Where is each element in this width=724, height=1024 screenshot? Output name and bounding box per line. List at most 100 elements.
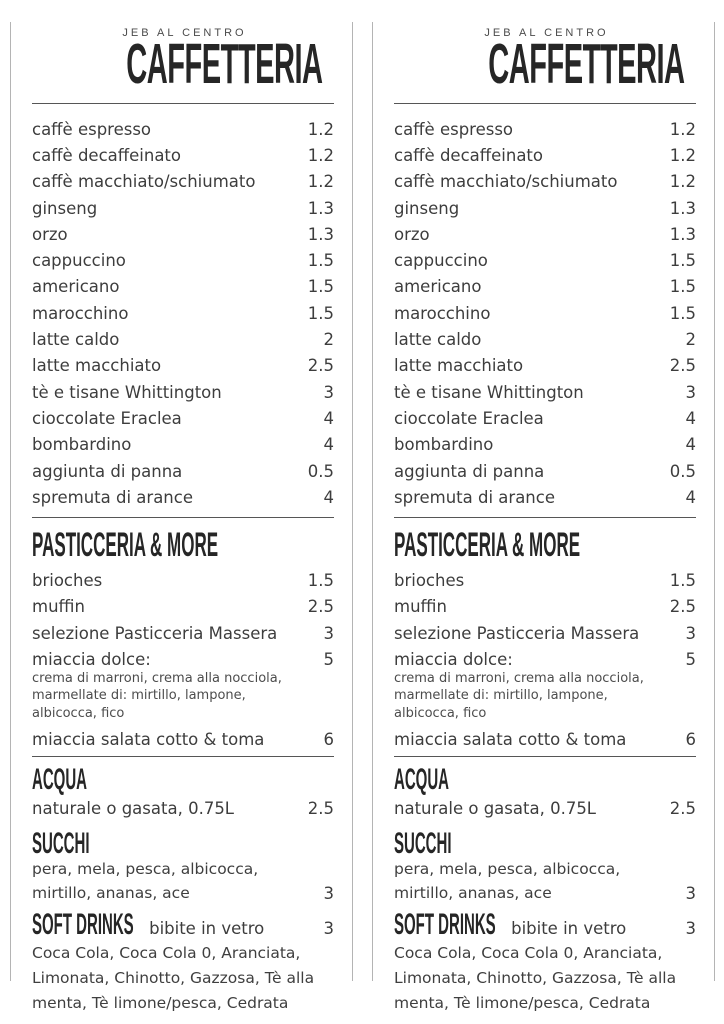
item-name: spremuta di arance <box>32 487 193 507</box>
pasticceria-section: PASTICCERIA & MORE brioches 1.5 muffin 2.5 s… <box>394 526 697 752</box>
menu-title-text: CAFFETTERIA <box>488 32 685 96</box>
menu-title: CAFFETTERIA <box>32 32 334 96</box>
menu-column-left: JEB AL CENTRO CAFFETTERIA caffè espresso… <box>10 22 353 1012</box>
menu-item-row: caffè espresso 1.2 <box>32 116 334 142</box>
item-name: miaccia dolce: <box>394 649 513 669</box>
item-price: 1.2 <box>669 172 696 192</box>
pasticceria-heading-text: PASTICCERIA & MORE <box>32 526 219 565</box>
soft-drinks-heading: SOFT DRINKS <box>32 908 144 942</box>
item-name: caffè espresso <box>394 119 514 139</box>
item-price: 1.2 <box>669 119 696 139</box>
menu-item-row: cappuccino 1.5 <box>32 247 334 273</box>
succhi-heading: SUCCHI <box>32 827 334 861</box>
item-price: 1.5 <box>307 303 334 323</box>
menu-item-row: cappuccino 1.5 <box>394 247 696 273</box>
menu-item-row: ginseng 1.3 <box>394 195 696 221</box>
item-price: 3 <box>685 623 697 643</box>
menu-column-right: JEB AL CENTRO CAFFETTERIA caffè espresso… <box>372 22 715 1012</box>
item-price: 1.2 <box>307 119 334 139</box>
menu-item-row: caffè decaffeinato 1.2 <box>394 142 696 168</box>
menu-item-row: aggiunta di panna 0.5 <box>394 458 696 484</box>
soft-drinks-section: SOFT DRINKS bibite in vetro 3 Coca Cola,… <box>32 908 334 1016</box>
item-name: cappuccino <box>394 251 488 271</box>
menu-item-row: orzo 1.3 <box>394 221 696 247</box>
menu-item-row: tè e tisane Whittington 3 <box>32 379 334 405</box>
item-name: latte macchiato <box>394 356 524 376</box>
pasticceria-heading-text: PASTICCERIA & MORE <box>394 526 581 565</box>
menu-item-row: muffin 2.5 <box>394 594 696 620</box>
acqua-price: 2.5 <box>669 798 696 818</box>
item-price: 4 <box>323 408 335 428</box>
menu-item-row: ginseng 1.3 <box>32 195 334 221</box>
item-name: selezione Pasticceria Massera <box>394 623 640 643</box>
menu-item-row: spremuta di arance 4 <box>394 484 696 510</box>
item-name: brioches <box>32 571 103 591</box>
item-price: 4 <box>685 487 697 507</box>
item-price: 0.5 <box>307 461 334 481</box>
brand-name: JEB AL CENTRO <box>484 27 609 39</box>
item-name: ginseng <box>32 198 98 218</box>
item-name: brioches <box>394 571 465 591</box>
item-name: caffè espresso <box>32 119 152 139</box>
menu-item-row: americano 1.5 <box>32 274 334 300</box>
menu-item-row: spremuta di arance 4 <box>32 484 334 510</box>
menu-item-row: caffè decaffeinato 1.2 <box>32 142 334 168</box>
item-name: bombardino <box>32 435 132 455</box>
item-name: cioccolate Eraclea <box>32 408 182 428</box>
item-price: 3 <box>323 623 335 643</box>
succhi-row: mirtillo, ananas, ace 3 <box>394 881 696 905</box>
menu-item-row: cioccolate Eraclea 4 <box>32 405 334 431</box>
menu-item-row: brioches 1.5 <box>32 567 334 593</box>
succhi-description-line1: pera, mela, pesca, albicocca, <box>394 860 621 879</box>
caffetteria-section: caffè espresso 1.2 caffè decaffeinato 1.2 ca… <box>394 116 696 510</box>
item-price: 3 <box>685 382 697 402</box>
succhi-price: 3 <box>323 883 335 903</box>
menu-item-row: bombardino 4 <box>32 432 334 458</box>
soft-drinks-heading-text: SOFT DRINKS <box>32 908 134 942</box>
caffetteria-section: caffè espresso 1.2 caffè decaffeinato 1.2 ca… <box>32 116 334 510</box>
pasticceria-section: PASTICCERIA & MORE brioches 1.5 muffin 2.5 s… <box>32 526 335 752</box>
item-name: americano <box>32 277 120 297</box>
succhi-heading: SUCCHI <box>394 829 696 859</box>
item-price: 2 <box>685 330 697 350</box>
item-name: muffin <box>394 597 447 617</box>
item-name: tè e tisane Whittington <box>32 382 222 402</box>
section-divider <box>32 756 334 758</box>
succhi-row: mirtillo, ananas, ace 3 <box>32 881 334 905</box>
menu-header: JEB AL CENTRO CAFFETTERIA <box>394 25 696 96</box>
item-price: 2.5 <box>669 356 696 376</box>
acqua-heading-text: ACQUA <box>394 763 449 797</box>
item-name: muffin <box>32 597 85 617</box>
succhi-section: SUCCHI pera, mela, pesca, albicocca, mir… <box>32 827 334 905</box>
soft-drinks-heading-group: SOFT DRINKS bibite in vetro <box>32 908 265 942</box>
item-name: latte caldo <box>394 330 482 350</box>
succhi-description-line2: mirtillo, ananas, ace <box>394 884 552 903</box>
item-name: caffè decaffeinato <box>32 145 181 165</box>
item-price: 5 <box>685 649 697 669</box>
acqua-description: naturale o gasata, 0.75L <box>394 798 597 818</box>
item-price: 1.5 <box>307 251 334 271</box>
item-price: 1.5 <box>307 277 334 297</box>
item-name: marocchino <box>32 303 129 323</box>
item-price: 0.5 <box>669 461 696 481</box>
item-name: americano <box>394 277 482 297</box>
pasticceria-heading: PASTICCERIA & MORE <box>32 526 334 565</box>
menu-item-row: latte caldo 2 <box>32 326 334 352</box>
acqua-price: 2.5 <box>307 798 334 818</box>
item-price: 1.5 <box>669 251 696 271</box>
item-price: 1.5 <box>669 303 696 323</box>
succhi-heading-text: SUCCHI <box>32 827 90 861</box>
item-name: caffè macchiato/schiumato <box>394 172 618 192</box>
menu-item-row: latte macchiato 2.5 <box>32 353 334 379</box>
menu-title-text: CAFFETTERIA <box>126 32 323 96</box>
menu-item-row: orzo 1.3 <box>32 221 334 247</box>
item-price: 6 <box>323 729 335 749</box>
item-name: orzo <box>32 224 68 244</box>
menu-item-row: muffin 2.5 <box>32 594 334 620</box>
item-price: 5 <box>323 649 335 669</box>
item-price: 1.3 <box>669 198 696 218</box>
soft-drinks-subtitle: bibite in vetro <box>149 919 265 939</box>
menu-item-row: latte macchiato 2.5 <box>394 353 696 379</box>
acqua-heading: ACQUA <box>32 765 334 795</box>
item-name: cioccolate Eraclea <box>394 408 544 428</box>
